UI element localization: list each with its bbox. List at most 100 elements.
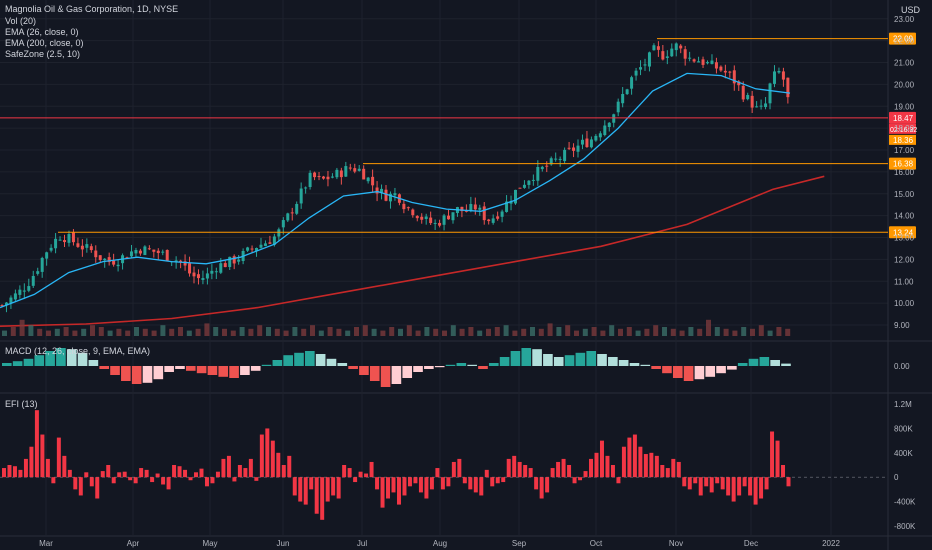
macd-bar <box>737 363 748 366</box>
volume-bar <box>706 319 711 336</box>
efi-bar <box>12 466 17 478</box>
candle-body <box>380 188 384 193</box>
candle-body <box>362 168 366 180</box>
indicator-ema26[interactable]: EMA (26, close, 0) <box>5 27 79 37</box>
candle-body <box>295 203 299 214</box>
candle-body <box>612 114 616 123</box>
efi-bar <box>737 477 742 496</box>
candle-body <box>94 250 98 258</box>
efi-bar <box>331 477 336 496</box>
time-tick-label: Aug <box>433 539 447 548</box>
candle-body <box>772 71 776 84</box>
macd-bar <box>34 355 45 366</box>
efi-bar <box>654 455 659 478</box>
candle-body <box>228 256 232 268</box>
ema-200-path <box>0 175 825 327</box>
volume-bar <box>195 328 201 336</box>
volume-bar <box>230 330 236 336</box>
indicator-vol[interactable]: Vol (20) <box>5 16 37 26</box>
candle-body <box>732 70 736 84</box>
macd-bar <box>45 351 55 366</box>
candle-body <box>402 203 406 210</box>
candle-body <box>487 219 491 222</box>
efi-label[interactable]: EFI (13) <box>5 399 38 409</box>
countdown-tag <box>889 123 916 134</box>
volume-bar <box>292 327 298 336</box>
efi-bar <box>144 469 149 478</box>
efi-bar <box>638 446 643 478</box>
macd-bar <box>402 366 413 378</box>
volume-bar <box>758 325 764 336</box>
level-tag <box>889 111 916 124</box>
candle-body <box>223 263 227 268</box>
candle-body <box>683 49 687 59</box>
efi-bar <box>407 477 412 487</box>
efi-bar <box>501 477 506 483</box>
efi-bar <box>199 468 204 478</box>
ema-26-path <box>0 72 791 309</box>
volume-bar <box>450 325 456 336</box>
macd-bar <box>207 366 218 375</box>
volume-bar <box>310 325 315 336</box>
macd-bar <box>759 357 770 366</box>
price-tick-label: 11.00 <box>894 277 914 286</box>
efi-bar <box>183 469 188 478</box>
candle-body <box>723 70 727 73</box>
horizontal-levels[interactable]: 22.09 16.38 13.24 18.47 02:16:32 18.36 <box>0 32 917 239</box>
candle-body <box>384 189 388 201</box>
candle-body <box>621 93 625 104</box>
candle-body <box>688 57 692 59</box>
candle-body <box>625 89 629 95</box>
candle-body <box>536 166 540 181</box>
price-tick-label: 13.00 <box>894 234 915 243</box>
volume-bar <box>477 330 483 336</box>
efi-bar <box>314 477 319 514</box>
volume-bar <box>186 330 192 336</box>
candle-body <box>255 248 259 252</box>
macd-bar <box>131 366 142 384</box>
candle-body <box>179 260 183 262</box>
efi-bar <box>660 465 665 478</box>
level-tag <box>889 157 916 170</box>
macd-bar <box>456 363 467 366</box>
volume-bar <box>591 327 597 336</box>
efi-bar <box>594 452 599 478</box>
indicator-ema200[interactable]: EMA (200, close, 0) <box>5 38 84 48</box>
efi-bar <box>226 455 231 478</box>
volume-bar <box>679 330 685 336</box>
candle-body <box>603 125 607 136</box>
price-tick-label: 10.00 <box>894 299 915 308</box>
efi-bar <box>303 477 308 505</box>
candle-body <box>460 206 464 212</box>
candles <box>0 41 790 313</box>
level-tag-label: 22.09 <box>893 35 914 44</box>
volume-bar <box>318 330 324 336</box>
macd-bar <box>305 351 315 366</box>
efi-bar <box>281 465 286 478</box>
candle-body <box>531 179 535 181</box>
volume-bar <box>609 325 615 336</box>
volume-bar <box>46 330 51 336</box>
volume-bar <box>635 330 641 336</box>
efi-bar <box>287 455 292 478</box>
efi-bar <box>29 446 34 478</box>
candle-body <box>411 209 415 216</box>
level-tag-label: 13.24 <box>893 228 914 237</box>
volume-bar <box>776 327 782 336</box>
efi-bar <box>375 477 380 490</box>
macd-tick-label: 0.00 <box>894 362 910 371</box>
indicator-safezone[interactable]: SafeZone (2.5, 10) <box>5 49 81 59</box>
efi-bar <box>693 477 698 484</box>
candle-body <box>607 122 611 128</box>
candle-body <box>31 275 35 286</box>
macd-bar <box>196 366 207 374</box>
macd-bar <box>543 354 553 366</box>
efi-bar <box>188 477 193 481</box>
volume-bar <box>618 328 623 336</box>
efi-bar <box>150 477 155 483</box>
currency-label: USD <box>901 5 921 15</box>
candle-body <box>290 212 294 214</box>
candle-body <box>572 147 576 151</box>
macd-label[interactable]: MACD (12, 26, close, 9, EMA, EMA) <box>5 346 151 356</box>
